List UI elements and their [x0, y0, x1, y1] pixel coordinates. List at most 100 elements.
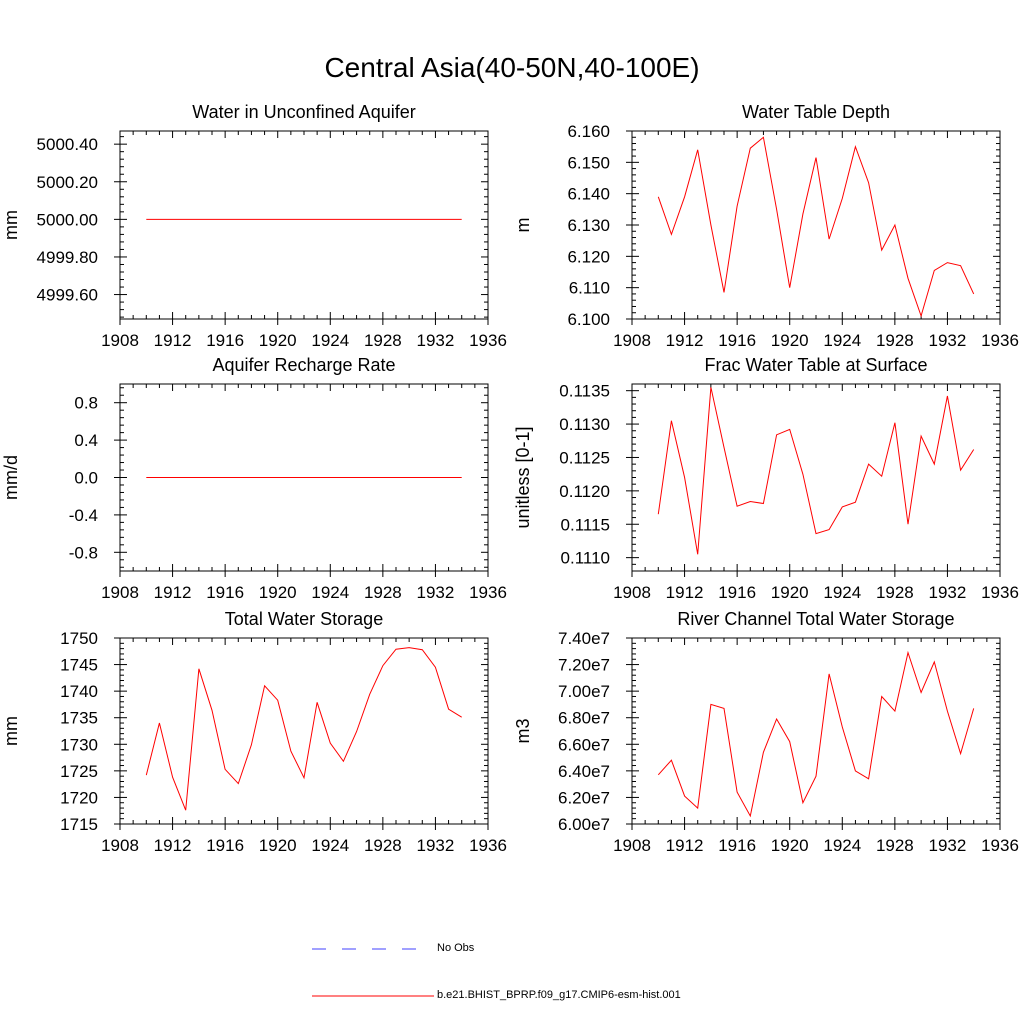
legend [312, 948, 434, 997]
legend-run-label: b.e21.BHIST_BPRP.f09_g17.CMIP6-esm-hist.… [437, 989, 681, 1001]
y-tick-label: 7.00e7 [558, 682, 610, 701]
x-tick-label: 1924 [823, 583, 861, 602]
x-tick-label: 1912 [666, 836, 704, 855]
plot-frame [119, 130, 489, 320]
series-line [657, 136, 975, 318]
x-tick-label: 1912 [666, 331, 704, 350]
panel-river-channel-total-water-storage: River Channel Total Water Storage m3 1908 1… [513, 609, 1019, 855]
x-tick-label: 1920 [259, 836, 297, 855]
x-tick-label: 1928 [876, 836, 914, 855]
y-tick-label: 6.140 [567, 185, 610, 204]
x-tick-label: 1924 [311, 836, 349, 855]
y-tick-label: 6.110 [569, 279, 610, 298]
x-tick-label: 1920 [259, 331, 297, 350]
panel-aquifer-recharge-rate: Aquifer Recharge Rate mm/d 1908 1912 1916 192… [1, 355, 507, 602]
x-tick-label: 1908 [101, 836, 139, 855]
series-line [657, 650, 975, 818]
plot-frame [631, 637, 1001, 825]
x-tick-label: 1936 [469, 583, 507, 602]
y-axis-label: mm [1, 716, 21, 746]
x-tick-label: 1924 [311, 331, 349, 350]
y-tick-label: 5000.00 [37, 210, 98, 229]
y-tick-label: 7.20e7 [558, 656, 610, 675]
x-tick-label: 1908 [613, 583, 651, 602]
x-tick-label: 1912 [154, 583, 192, 602]
y-tick-label: 4999.80 [37, 248, 98, 267]
x-tick-label: 1924 [823, 331, 861, 350]
x-tick-label: 1916 [718, 331, 756, 350]
x-tick-label: 1928 [364, 583, 402, 602]
x-tick-label: 1932 [417, 331, 455, 350]
x-tick-label: 1912 [154, 836, 192, 855]
y-tick-label: 0.1115 [561, 515, 610, 534]
x-tick-label: 1908 [613, 836, 651, 855]
y-tick-label: 1740 [60, 682, 98, 701]
x-tick-label: 1916 [206, 583, 244, 602]
y-tick-label: 6.20e7 [558, 788, 610, 807]
y-tick-label: 6.00e7 [558, 815, 610, 834]
y-tick-label: 0.0 [74, 469, 98, 488]
y-tick-label: 1715 [60, 815, 98, 834]
y-tick-label: -0.4 [69, 506, 98, 525]
x-tick-label: 1916 [718, 836, 756, 855]
y-tick-label: 5000.20 [37, 173, 98, 192]
y-tick-label: 1730 [60, 735, 98, 754]
x-tick-label: 1932 [417, 836, 455, 855]
y-tick-label: 4999.60 [37, 286, 98, 305]
x-tick-label: 1908 [101, 331, 139, 350]
x-tick-label: 1916 [718, 583, 756, 602]
x-tick-label: 1936 [469, 331, 507, 350]
x-tick-label: 1924 [311, 583, 349, 602]
x-tick-label: 1932 [929, 583, 967, 602]
plot-frame [119, 637, 489, 825]
y-axis-label: unitless [0-1] [513, 426, 533, 528]
series-line [657, 387, 975, 555]
panel-water-in-unconfined-aquifer: Water in Unconfined Aquifer mm 1908 1912 191… [1, 102, 507, 350]
panel-title: Water Table Depth [742, 102, 890, 122]
y-tick-label: 0.1125 [559, 448, 610, 467]
y-tick-label: 1750 [60, 629, 98, 648]
y-tick-label: 0.8 [74, 394, 98, 413]
x-tick-label: 1912 [666, 583, 704, 602]
y-tick-label: 6.120 [567, 247, 610, 266]
x-tick-label: 1932 [417, 583, 455, 602]
y-tick-label: 1725 [60, 762, 98, 781]
y-tick-label: 0.1130 [559, 415, 610, 434]
y-tick-label: 6.80e7 [558, 709, 610, 728]
panel-title: River Channel Total Water Storage [677, 609, 954, 629]
x-tick-label: 1936 [981, 583, 1019, 602]
y-tick-label: 1735 [60, 709, 98, 728]
y-tick-label: 7.40e7 [558, 629, 610, 648]
y-tick-label: -0.8 [69, 543, 98, 562]
y-axis-label: m3 [513, 718, 533, 743]
x-tick-label: 1920 [771, 583, 809, 602]
panel-title: Total Water Storage [225, 609, 383, 629]
panel-water-table-depth: Water Table Depth m 1908 1912 1916 1920 1924 19… [513, 102, 1019, 350]
y-axis-label: mm [1, 210, 21, 240]
y-tick-label: 1745 [60, 656, 98, 675]
x-tick-label: 1920 [771, 331, 809, 350]
x-tick-label: 1928 [876, 583, 914, 602]
x-tick-label: 1936 [469, 836, 507, 855]
x-tick-label: 1916 [206, 331, 244, 350]
panel-total-water-storage: Total Water Storage mm 1908 1912 1916 1920 192… [1, 609, 507, 855]
x-tick-label: 1908 [613, 331, 651, 350]
panel-frac-water-table-at-surface: Frac Water Table at Surface unitless [0-1… [513, 355, 1019, 602]
x-tick-label: 1928 [364, 836, 402, 855]
x-tick-label: 1932 [929, 836, 967, 855]
y-axis-label: m [513, 218, 533, 233]
x-tick-label: 1928 [364, 331, 402, 350]
x-tick-label: 1932 [929, 331, 967, 350]
x-tick-label: 1908 [101, 583, 139, 602]
y-tick-label: 0.4 [74, 431, 98, 450]
y-axis-label: mm/d [1, 455, 21, 500]
y-tick-label: 0.1120 [559, 482, 610, 501]
x-tick-label: 1936 [981, 836, 1019, 855]
panel-title: Water in Unconfined Aquifer [192, 102, 415, 122]
panel-title: Aquifer Recharge Rate [212, 355, 395, 375]
x-tick-label: 1920 [771, 836, 809, 855]
series-line [145, 647, 462, 811]
y-tick-label: 6.160 [567, 122, 610, 141]
x-tick-label: 1936 [981, 331, 1019, 350]
y-tick-label: 6.100 [567, 310, 610, 329]
